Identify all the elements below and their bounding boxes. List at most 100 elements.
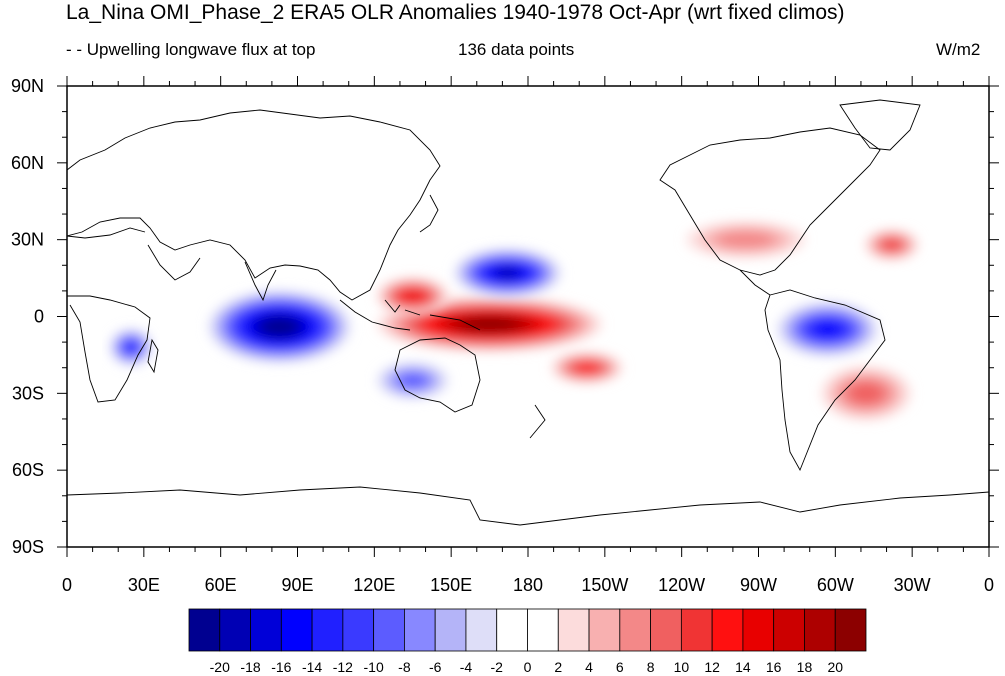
y-tick-label: 0 <box>34 307 44 327</box>
colorbar-swatch <box>342 608 375 652</box>
colorbar: -20 -18 -16 -14 -12 -10 -8 -6 -4 -2 0 2 4 6 8 10 12 14 16 1… <box>188 608 867 675</box>
coast-antarctica <box>67 486 989 526</box>
y-tick-label: 60N <box>11 153 44 173</box>
x-tick-label: 30E <box>128 575 160 595</box>
x-tick-label: 30W <box>894 575 931 595</box>
y-tick-label: 90S <box>12 537 44 557</box>
colorbar-swatch <box>404 608 436 652</box>
coast-africa <box>67 295 151 403</box>
colorbar-swatch <box>804 608 836 652</box>
coast-mediterranean <box>67 227 146 239</box>
anomaly-level <box>267 320 292 333</box>
colorbar-label: -4 <box>460 659 473 675</box>
colorbar-label: -6 <box>429 659 442 675</box>
coast-madagascar <box>147 338 159 374</box>
axis-ticks: 0 30E 60E 90E 120E 150E 180 150W 120W 90W 60W 30W 09… <box>11 76 999 595</box>
anomaly-level <box>815 322 841 336</box>
x-tick-label: 90W <box>740 575 777 595</box>
anomaly-west-pacific-positive <box>377 297 602 351</box>
x-tick-label: 0 <box>62 575 72 595</box>
colorbar-swatch <box>373 608 405 652</box>
coast-arabia <box>147 244 201 281</box>
colorbar-swatch <box>434 608 467 652</box>
colorbar-swatch <box>650 608 682 652</box>
anomaly-level <box>403 291 422 301</box>
anomaly-level <box>576 363 598 372</box>
anomaly-level <box>882 239 901 250</box>
colorbar-label: -10 <box>364 659 384 675</box>
y-tick-label: 60S <box>12 460 44 480</box>
anomaly-level <box>716 230 776 249</box>
colorbar-swatch <box>834 608 867 652</box>
colorbar-swatch <box>496 608 528 652</box>
coast-australia <box>394 337 481 413</box>
anomaly-africa-negative <box>110 329 152 365</box>
colorbar-label: 14 <box>735 659 751 675</box>
coast-japan <box>419 194 439 233</box>
anomaly-maritime-positive <box>377 278 449 314</box>
coast-indonesia <box>339 299 481 331</box>
x-tick-label: 60W <box>817 575 854 595</box>
colorbar-label: 4 <box>585 659 593 675</box>
x-tick-label: 150W <box>581 575 628 595</box>
colorbar-label: -20 <box>210 659 230 675</box>
colorbar-label: -2 <box>491 659 504 675</box>
anomaly-north-america-positive <box>686 221 805 258</box>
x-tick-label: 180 <box>513 575 543 595</box>
colorbar-swatch <box>188 608 221 652</box>
colorbar-label: 12 <box>704 659 720 675</box>
anomaly-level <box>496 268 519 278</box>
anomaly-level <box>125 342 137 353</box>
coast-south-america <box>764 289 886 472</box>
x-tick-label: 90E <box>281 575 313 595</box>
anomaly-north-pacific-negative <box>454 249 561 297</box>
colorbar-label: -14 <box>302 659 322 675</box>
colorbar-swatch <box>280 608 313 652</box>
colorbar-label: -18 <box>240 659 260 675</box>
anomaly-indian-ocean-negative <box>208 291 351 363</box>
colorbar-swatch <box>527 608 559 652</box>
coast-north-america <box>659 127 881 276</box>
colorbar-swatch <box>557 608 590 652</box>
coast-india <box>244 261 277 302</box>
colorbar-swatch <box>311 608 344 652</box>
colorbar-swatch <box>773 608 805 652</box>
anomaly-level <box>848 382 884 404</box>
coast-new-zealand <box>529 404 546 439</box>
colorbar-swatch <box>711 608 744 652</box>
x-tick-label: 0 <box>984 575 994 595</box>
chart-title: La_Nina OMI_Phase_2 ERA5 OLR Anomalies 1… <box>66 1 845 24</box>
colorbar-swatch <box>250 608 282 652</box>
anomaly-north-atlantic-positive <box>865 230 919 260</box>
colorbar-label: 18 <box>797 659 813 675</box>
x-tick-label: 150E <box>430 575 472 595</box>
colorbar-label: 10 <box>674 659 690 675</box>
anomaly-south-atlantic-positive <box>821 366 911 420</box>
colorbar-label: 0 <box>524 659 532 675</box>
colorbar-swatch <box>680 608 713 652</box>
coast-central-america <box>739 269 771 296</box>
colorbar-swatch <box>588 608 621 652</box>
y-tick-label: 30S <box>12 383 44 403</box>
y-tick-label: 90N <box>11 76 44 96</box>
anomaly-australia-negative <box>377 362 449 399</box>
colorbar-swatch <box>742 608 775 652</box>
colorbar-label: 2 <box>554 659 562 675</box>
units-label: W/m2 <box>936 40 981 59</box>
coastlines <box>67 99 989 526</box>
colorbar-swatch <box>619 608 651 652</box>
y-tick-label: 30N <box>11 230 44 250</box>
x-tick-label: 120E <box>353 575 395 595</box>
colorbar-label: -8 <box>398 659 411 675</box>
variable-description: - - Upwelling longwave flux at top <box>66 40 316 59</box>
anomaly-level <box>470 319 509 329</box>
anomaly-level <box>398 373 427 388</box>
x-tick-label: 120W <box>658 575 705 595</box>
colorbar-label: 20 <box>827 659 843 675</box>
colorbar-swatch <box>465 608 498 652</box>
anomaly-amazon-negative <box>777 302 878 356</box>
colorbar-label: -12 <box>333 659 353 675</box>
anomaly-spcz-positive <box>551 352 623 383</box>
data-points-count: 136 data points <box>458 40 575 59</box>
